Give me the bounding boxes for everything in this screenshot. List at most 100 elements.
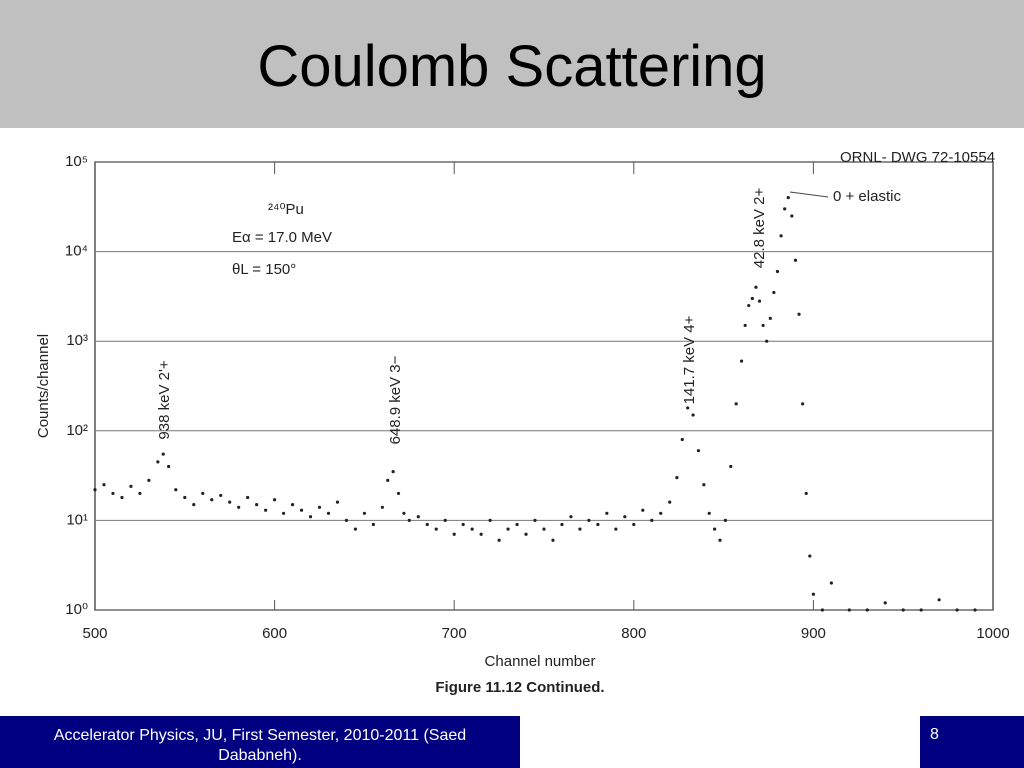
data-point xyxy=(479,532,483,536)
caption: Figure 11.12 Continued. xyxy=(435,679,604,696)
x-tick-label: 600 xyxy=(262,625,287,642)
y-tick-label: 10⁴ xyxy=(65,243,88,260)
data-point xyxy=(147,478,151,482)
data-point xyxy=(129,484,133,488)
x-tick-label: 1000 xyxy=(976,625,1009,642)
annotation: Eα = 17.0 MeV xyxy=(232,229,332,246)
data-point xyxy=(820,608,824,612)
annotation: ORNL- DWG 72-10554 xyxy=(840,149,995,166)
data-point xyxy=(786,196,790,200)
data-point xyxy=(497,538,501,542)
annotation: ²⁴⁰Pu xyxy=(268,201,304,218)
data-point xyxy=(246,495,250,500)
data-point xyxy=(801,402,805,406)
data-point xyxy=(560,522,564,527)
data-point xyxy=(578,527,582,531)
data-point xyxy=(761,323,765,328)
data-point xyxy=(691,413,695,417)
data-point xyxy=(273,498,277,502)
annotation: 648.9 keV 3− xyxy=(387,355,404,444)
data-point xyxy=(255,503,259,507)
data-point xyxy=(344,518,349,522)
y-axis-label: Counts/channel xyxy=(35,334,52,438)
y-tick-label: 10⁰ xyxy=(65,601,88,618)
data-point xyxy=(174,488,178,492)
data-point xyxy=(192,503,196,507)
data-point xyxy=(659,511,663,515)
x-tick-label: 700 xyxy=(442,625,467,642)
data-point xyxy=(391,470,395,474)
data-point xyxy=(488,518,492,522)
data-point xyxy=(386,478,390,482)
data-point xyxy=(707,511,711,515)
data-point xyxy=(380,505,384,509)
data-point xyxy=(281,511,286,515)
data-point xyxy=(765,339,769,343)
data-point xyxy=(675,476,679,480)
data-point xyxy=(680,437,684,442)
data-point xyxy=(901,608,905,612)
data-point xyxy=(696,449,701,453)
data-point xyxy=(919,608,923,612)
data-point xyxy=(371,522,375,527)
leader-line xyxy=(789,191,829,198)
data-point xyxy=(120,495,124,500)
data-point xyxy=(524,532,528,536)
data-point xyxy=(650,518,654,522)
data-point xyxy=(425,522,429,527)
data-point xyxy=(605,511,609,515)
data-point xyxy=(734,402,738,406)
data-point xyxy=(973,608,977,612)
data-point xyxy=(743,323,747,328)
data-point xyxy=(111,491,115,496)
annotation: 42.8 keV 2+ xyxy=(751,188,768,269)
data-point xyxy=(811,592,816,596)
data-point xyxy=(768,316,772,320)
data-point xyxy=(228,500,232,504)
data-point xyxy=(335,500,340,504)
data-point xyxy=(790,214,794,218)
data-point xyxy=(201,491,205,496)
data-point xyxy=(569,515,573,519)
data-point xyxy=(161,452,165,456)
annotation: 141.7 keV 4+ xyxy=(681,315,698,404)
data-point xyxy=(317,505,322,509)
data-point xyxy=(829,581,833,585)
data-point xyxy=(299,508,304,512)
x-tick-label: 500 xyxy=(82,625,107,642)
data-point xyxy=(783,207,787,211)
data-point xyxy=(326,511,331,515)
data-point xyxy=(93,488,97,492)
data-point xyxy=(308,515,313,519)
chart: 10⁰ 10¹ 10² 10³ 10⁴ 10⁵ 500 600 700 800 900 1000 Cha… xyxy=(35,149,1010,696)
data-point xyxy=(955,608,959,612)
data-point xyxy=(729,464,733,469)
y-tick-label: 10² xyxy=(66,422,88,439)
data-point xyxy=(443,518,447,522)
data-point xyxy=(452,532,456,536)
data-point xyxy=(718,538,722,542)
data-point xyxy=(353,527,358,531)
data-point xyxy=(461,522,465,527)
data-point xyxy=(793,258,798,262)
data-point xyxy=(754,285,758,289)
data-point xyxy=(396,491,401,496)
data-point xyxy=(407,518,411,522)
data-point xyxy=(668,500,672,504)
x-tick-label: 900 xyxy=(801,625,826,642)
data-point xyxy=(713,527,717,531)
y-tick-label: 10¹ xyxy=(66,511,88,528)
annotation: 938 keV 2'+ xyxy=(156,360,173,439)
data-point xyxy=(416,515,420,519)
data-point xyxy=(702,483,706,487)
slide-title: Coulomb Scattering xyxy=(0,0,1024,128)
y-tick-label: 10⁵ xyxy=(65,153,88,170)
data-point xyxy=(883,601,887,605)
data-point xyxy=(210,498,214,502)
data-point xyxy=(775,269,780,274)
data-point xyxy=(772,290,776,295)
data-point xyxy=(723,518,727,522)
footer-text: Accelerator Physics, JU, First Semester,… xyxy=(0,716,520,768)
data-point xyxy=(750,296,754,301)
